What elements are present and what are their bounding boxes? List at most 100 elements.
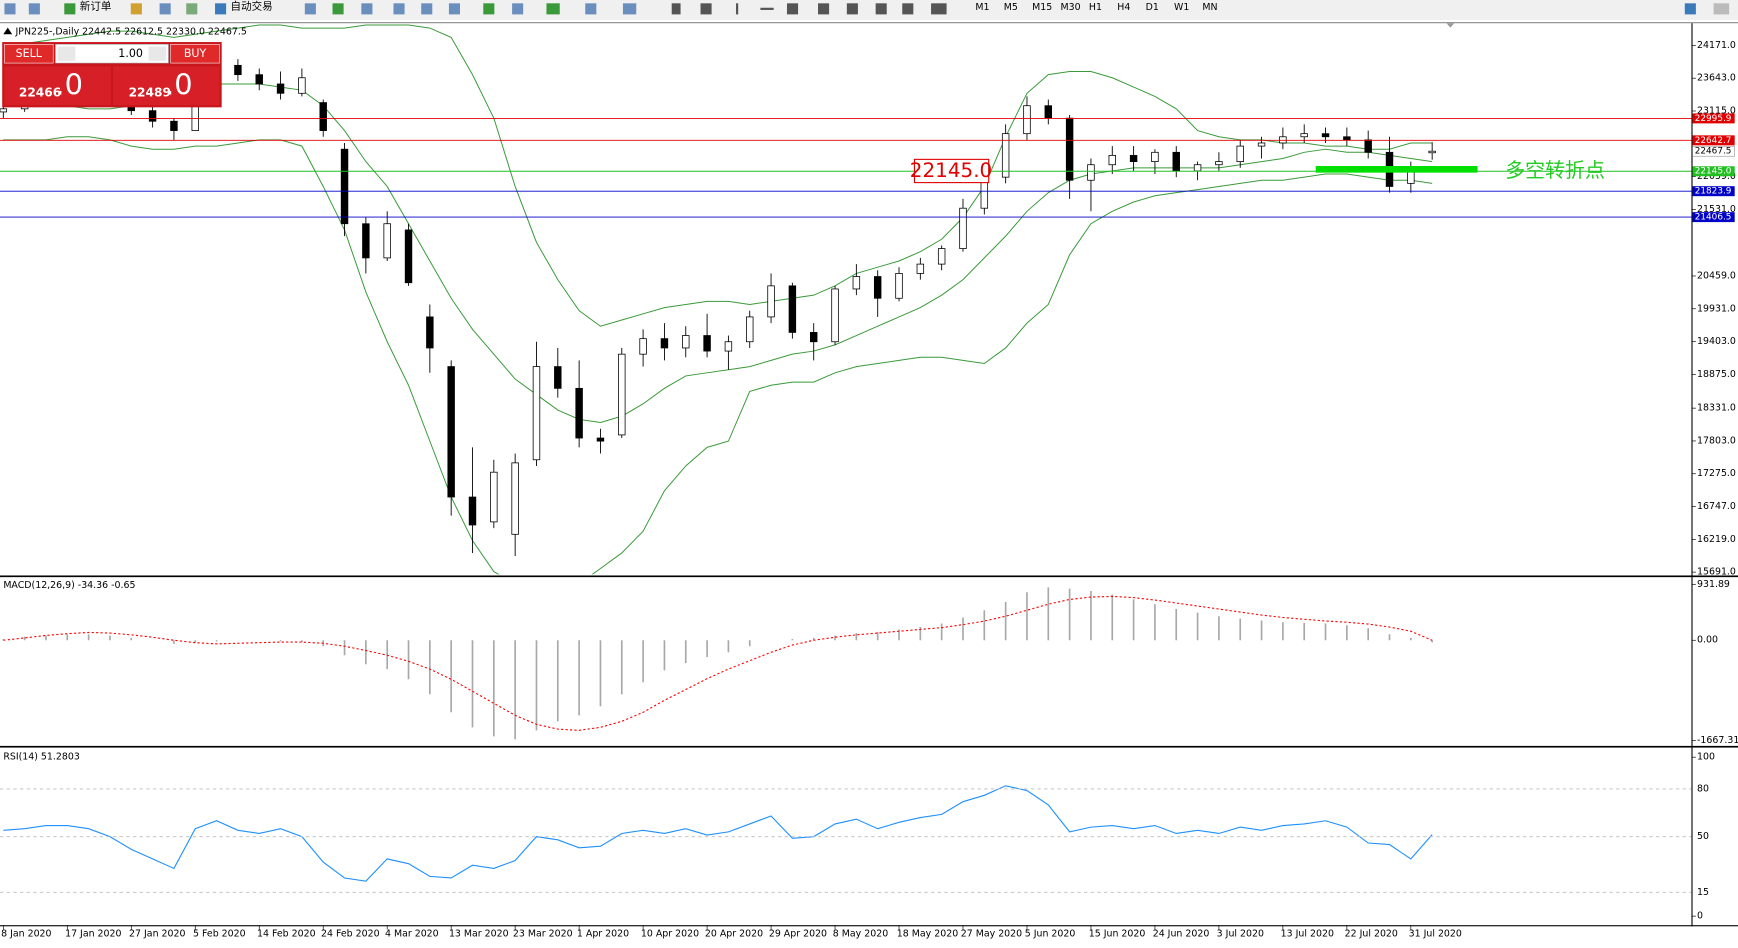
trade-panel: SELL 1.00 BUY 22466 .0 22489 .0: [2, 42, 222, 108]
timeframe[interactable]: M5: [1004, 2, 1018, 13]
candle-body: [1279, 136, 1287, 144]
buy-button[interactable]: [170, 43, 220, 64]
icon[interactable]: [393, 3, 405, 15]
timeframes: M1 M5 M15 M30 H1 H4 D1 W1 MN: [975, 2, 1217, 13]
candle-body: [788, 285, 797, 333]
timeframe[interactable]: W1: [1174, 2, 1189, 13]
icon[interactable]: [818, 3, 830, 15]
icon[interactable]: [1684, 3, 1696, 15]
icon[interactable]: [448, 3, 460, 15]
icon[interactable]: [786, 3, 799, 15]
candle-body: [319, 102, 327, 131]
signal-line: [3, 595, 1433, 731]
icon[interactable]: [512, 3, 524, 15]
candle-body: [1428, 150, 1436, 154]
x-tick-label: 31 Jul 2020: [1409, 929, 1462, 940]
candle-body: [682, 335, 690, 349]
timeframe[interactable]: M30: [1061, 2, 1081, 13]
frame: [0, 22, 1738, 24]
candle-body: [959, 207, 967, 249]
x-tick-label: 20 Apr 2020: [705, 929, 763, 940]
icon[interactable]: [846, 3, 858, 15]
icon[interactable]: [64, 3, 76, 15]
icon[interactable]: [304, 3, 316, 15]
candle-body: [1257, 142, 1266, 147]
panel-title: RSI(14) 51.2803: [3, 751, 80, 762]
x-tick-label: 4 Mar 2020: [385, 929, 439, 940]
level-label: 22995.9: [1695, 114, 1732, 124]
icon[interactable]: [671, 3, 681, 15]
y-tick-label: 20459.0: [1697, 270, 1736, 281]
icon[interactable]: [1713, 3, 1730, 15]
sell-price-box[interactable]: [4, 66, 111, 106]
buy-price-box[interactable]: [113, 66, 220, 106]
lot-down[interactable]: [57, 46, 76, 61]
icon[interactable]: [585, 3, 597, 15]
icon[interactable]: [215, 3, 227, 15]
buy-label[interactable]: BUY: [184, 47, 207, 60]
bollinger-band: [3, 24, 1433, 327]
panel: [3, 785, 1433, 882]
x-tick-label: 8 May 2020: [833, 929, 888, 940]
new-order[interactable]: 新订单: [80, 0, 112, 13]
y-tick-label: 16219.0: [1697, 534, 1736, 545]
candle-body: [298, 77, 306, 94]
auto-trading[interactable]: 自动交易: [231, 0, 273, 13]
x-tick-label: 17 Jan 2020: [65, 929, 121, 940]
icon[interactable]: [159, 3, 171, 15]
candle-body: [703, 335, 711, 352]
icon[interactable]: [483, 3, 495, 15]
level-label: 15: [1697, 887, 1709, 898]
panel: [0, 24, 1436, 575]
collapse-icon[interactable]: [3, 27, 13, 35]
candle-body: [916, 263, 925, 274]
candle-body: [170, 120, 178, 131]
sell-button[interactable]: [4, 43, 54, 64]
timeframe[interactable]: H1: [1089, 2, 1102, 13]
icon[interactable]: [130, 3, 142, 15]
icon[interactable]: [421, 3, 433, 15]
candle-body: [404, 229, 413, 284]
pivot-bar: [1315, 166, 1478, 173]
panel-separator: [0, 575, 1738, 578]
icon[interactable]: [622, 3, 637, 15]
icon[interactable]: [931, 3, 947, 15]
icon[interactable]: [4, 3, 16, 15]
candle-body: [1321, 133, 1330, 138]
candle-body: [490, 471, 498, 523]
x-tick-label: 1 Apr 2020: [577, 929, 629, 940]
candle-body: [724, 341, 733, 352]
current-price: 22467.5: [1695, 147, 1732, 157]
icon[interactable]: [332, 3, 344, 15]
icon[interactable]: [902, 3, 914, 15]
candle-body: [511, 462, 519, 535]
icon[interactable]: [186, 3, 198, 15]
y-tick-label: 931.89: [1697, 579, 1730, 590]
icon[interactable]: [28, 3, 40, 15]
x-tick-label: 14 Feb 2020: [257, 929, 316, 940]
icon[interactable]: [546, 3, 560, 15]
candle-body: [554, 366, 562, 389]
timeframe[interactable]: M15: [1032, 2, 1052, 13]
toolbar: [0, 0, 1738, 20]
y-tick-label: 23115.0: [1697, 106, 1736, 117]
icon[interactable]: [875, 3, 887, 15]
y-tick-label: 0.00: [1697, 635, 1718, 646]
timeframe[interactable]: M1: [975, 2, 989, 13]
icon[interactable]: [735, 3, 739, 15]
icon[interactable]: [700, 3, 712, 15]
timeframe[interactable]: H4: [1117, 2, 1130, 13]
candle-body: [575, 387, 583, 439]
x-tick-label: 8 Jan 2020: [1, 929, 51, 940]
icon[interactable]: [361, 3, 373, 15]
sell-label[interactable]: SELL: [16, 47, 43, 60]
lot-up[interactable]: [148, 46, 167, 61]
timeframe[interactable]: D1: [1146, 2, 1159, 13]
lot-value[interactable]: 1.00: [118, 47, 143, 60]
timeframe[interactable]: MN: [1202, 2, 1217, 13]
icon[interactable]: [760, 7, 774, 10]
candle-body: [148, 110, 157, 122]
lot-input[interactable]: [55, 43, 169, 64]
candle-body: [276, 83, 285, 94]
